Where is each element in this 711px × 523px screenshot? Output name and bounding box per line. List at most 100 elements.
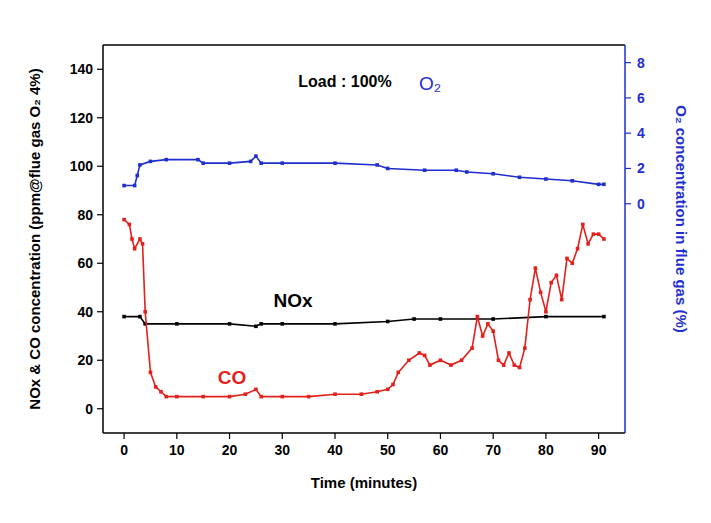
marker: [133, 247, 137, 251]
y2-tick-label: 6: [637, 90, 645, 106]
marker: [154, 385, 158, 389]
marker: [518, 175, 522, 179]
y-tick-label: 100: [70, 158, 94, 174]
marker: [138, 237, 142, 241]
y-tick-label: 120: [70, 110, 94, 126]
marker: [375, 390, 379, 394]
marker: [307, 395, 311, 399]
marker: [175, 322, 179, 326]
marker: [423, 354, 427, 358]
marker: [518, 366, 522, 370]
marker: [407, 358, 411, 362]
x-tick: [334, 433, 335, 439]
x-tick: [440, 433, 441, 439]
x-tick-label: 20: [222, 442, 238, 458]
y-tick-label: 140: [70, 61, 94, 77]
marker: [549, 281, 553, 285]
marker: [391, 383, 395, 387]
x-tick: [493, 433, 494, 439]
marker: [138, 315, 142, 319]
marker: [570, 179, 574, 183]
marker: [465, 170, 469, 174]
x-tick: [545, 433, 546, 439]
marker: [428, 363, 432, 367]
marker: [470, 346, 474, 350]
marker: [597, 232, 601, 236]
marker: [375, 163, 379, 167]
marker: [254, 325, 258, 329]
y2-tick: [625, 97, 631, 98]
marker: [130, 237, 134, 241]
marker: [128, 223, 132, 227]
frame-top: [103, 44, 625, 46]
y2-tick: [625, 168, 631, 169]
marker: [143, 310, 147, 314]
marker: [523, 346, 527, 350]
x-tick: [282, 433, 283, 439]
x-tick-label: 80: [538, 442, 554, 458]
marker: [423, 168, 427, 172]
marker: [175, 395, 179, 399]
y2-axis: [624, 45, 626, 433]
marker: [486, 322, 490, 326]
marker: [460, 358, 464, 362]
x-tick-label: 90: [591, 442, 607, 458]
x-tick-label: 70: [485, 442, 501, 458]
y2-tick-label: 4: [637, 125, 645, 141]
y-tick: [97, 214, 103, 215]
marker: [122, 184, 126, 188]
x-axis-title: Time (minutes): [311, 474, 417, 491]
marker: [439, 317, 443, 321]
marker: [159, 390, 163, 394]
y-tick: [97, 117, 103, 118]
y-tick-label: 20: [77, 352, 93, 368]
marker: [228, 322, 232, 326]
y2-axis-title: O₂ concentration in flue gas (%): [673, 105, 690, 333]
marker: [228, 161, 232, 165]
marker: [502, 363, 506, 367]
marker: [597, 183, 601, 187]
annotation: Load : 100%: [298, 73, 391, 90]
y-tick: [97, 311, 103, 312]
marker: [534, 266, 538, 270]
marker: [544, 177, 548, 181]
marker: [141, 242, 145, 246]
x-tick-label: 10: [169, 442, 185, 458]
marker: [201, 161, 205, 165]
marker: [135, 174, 139, 178]
marker: [386, 167, 390, 171]
y-tick: [97, 263, 103, 264]
marker: [454, 168, 458, 172]
marker: [592, 232, 596, 236]
marker: [565, 257, 569, 261]
marker: [481, 334, 485, 338]
marker: [149, 160, 153, 164]
x-tick-label: 60: [433, 442, 449, 458]
y-tick: [97, 69, 103, 70]
marker: [196, 158, 200, 162]
marker: [418, 351, 422, 355]
marker: [386, 388, 390, 392]
marker: [555, 274, 559, 278]
x-tick-label: 0: [120, 442, 128, 458]
y2-tick-label: 8: [637, 55, 645, 71]
marker: [254, 154, 258, 158]
marker: [259, 161, 263, 165]
marker: [576, 247, 580, 251]
x-tick: [176, 433, 177, 439]
y2-tick: [625, 133, 631, 134]
series-line: [124, 317, 604, 327]
x-tick-label: 40: [327, 442, 343, 458]
plot-area: [122, 154, 605, 398]
marker: [133, 184, 137, 188]
marker: [280, 322, 284, 326]
y-tick-label: 0: [85, 401, 93, 417]
marker: [122, 218, 126, 222]
marker: [507, 351, 511, 355]
marker: [602, 183, 606, 187]
marker: [333, 392, 337, 396]
marker: [244, 392, 248, 396]
x-tick-label: 50: [380, 442, 396, 458]
marker: [491, 172, 495, 176]
y-tick-label: 60: [77, 255, 93, 271]
